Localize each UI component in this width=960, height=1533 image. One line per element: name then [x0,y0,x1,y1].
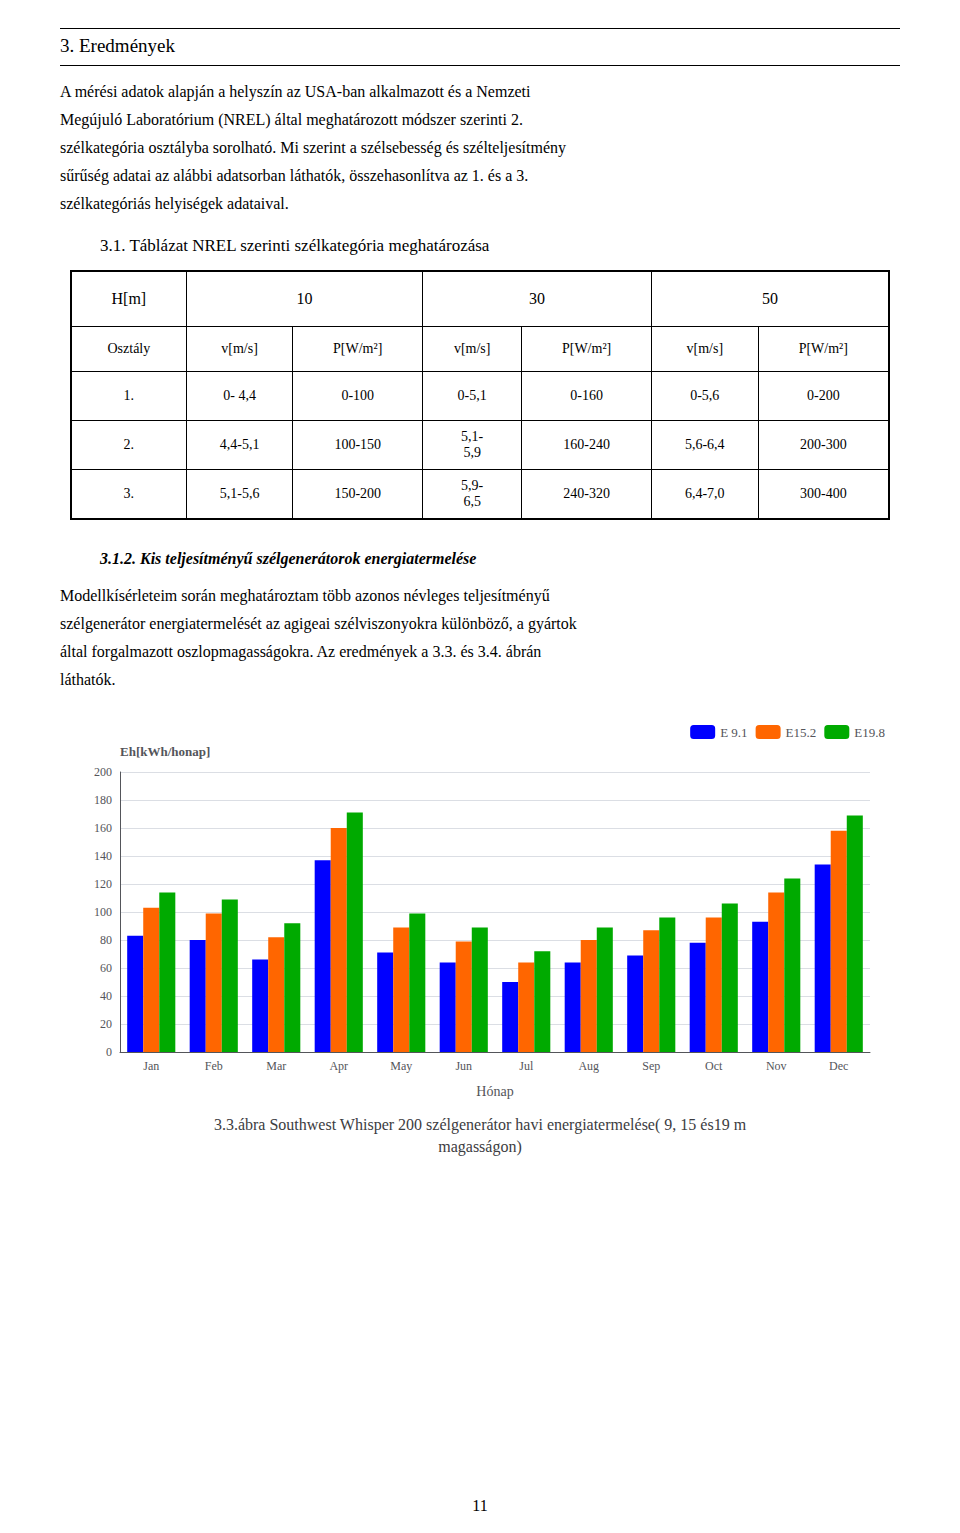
svg-text:Sep: Sep [642,1059,660,1073]
html-text:2.: 2. [123,437,135,452]
svg-text:Jun: Jun [455,1059,472,1073]
svg-text:80: 80 [100,933,112,947]
html-text:0-5,6: 0-5,6 [690,388,720,403]
html-text:H[m]: H[m] [111,290,147,307]
html-text:0-100: 0-100 [341,388,375,403]
html-text:5,6-6,4: 5,6-6,4 [684,437,725,452]
svg-text:140: 140 [94,849,112,863]
html-text:v[m/s]: v[m/s] [453,341,491,356]
html-text:3. Eredmények: 3. Eredmények [60,35,175,56]
svg-text:100: 100 [94,905,112,919]
html-text:50: 50 [762,290,778,307]
svg-text:E15.2: E15.2 [786,725,817,740]
html-text:4,4-5,1: 4,4-5,1 [219,437,260,452]
svg-text:60: 60 [100,961,112,975]
svg-text:Hónap: Hónap [476,1084,513,1099]
svg-text:E19.8: E19.8 [854,725,885,740]
svg-text:120: 120 [94,877,112,891]
html-text:3.1. Táblázat NREL szerinti sz: 3.1. Táblázat NREL szerinti szélkategóri… [100,236,490,255]
svg-text:Dec: Dec [829,1059,848,1073]
svg-text:Feb: Feb [205,1059,223,1073]
html-text:v[m/s]: v[m/s] [686,341,724,356]
html-text:0-160: 0-160 [570,388,603,403]
html-text:0- 4,4: 0- 4,4 [223,388,256,403]
html-text:150-200: 150-200 [334,486,382,501]
html-text:5,9- 6,5: 5,9- 6,5 [461,478,484,509]
html-text:Osztály: Osztály [107,341,151,356]
html-text:6,4-7,0: 6,4-7,0 [684,486,725,501]
html-text:0-5,1: 0-5,1 [457,388,487,403]
svg-text:40: 40 [100,989,112,1003]
html-text:A mérési adatok alapján a hely: A mérési adatok alapján a helyszín az US… [60,83,567,212]
svg-text:180: 180 [94,793,112,807]
svg-text:Jan: Jan [143,1059,159,1073]
html-text:5,1-5,6: 5,1-5,6 [219,486,260,501]
svg-text:Mar: Mar [266,1059,286,1073]
html-text:100-150: 100-150 [334,437,382,452]
html-text:240-320: 240-320 [563,486,610,501]
svg-text:magasságon): magasságon) [438,1138,522,1156]
html-text:Modellkísérleteim során meghat: Modellkísérleteim során meghatároztam tö… [60,587,577,688]
html-text:P[W/m²]: P[W/m²] [333,341,383,356]
html-text:200-300: 200-300 [800,437,847,452]
html-text:300-400: 300-400 [800,486,847,501]
html-text:1.: 1. [123,388,135,403]
html-text:3.1.2. Kis teljesítményű szélg: 3.1.2. Kis teljesítményű szélgenerátorok… [100,550,477,567]
svg-text:Jul: Jul [519,1059,534,1073]
html-text:P[W/m²]: P[W/m²] [562,341,612,356]
svg-text:Oct: Oct [705,1059,723,1073]
svg-text:Aug: Aug [578,1059,599,1073]
svg-text:Eh[kWh/honap]: Eh[kWh/honap] [120,744,210,759]
html-text:5,1- 5,9: 5,1- 5,9 [461,429,484,460]
html-text:30: 30 [529,290,545,307]
svg-text:May: May [390,1059,412,1073]
svg-text:160: 160 [94,821,112,835]
svg-text:3.3.ábra Southwest Whisper 200: 3.3.ábra Southwest Whisper 200 szélgener… [214,1116,747,1134]
html-text:10: 10 [296,290,313,307]
svg-text:200: 200 [94,765,112,779]
html-text:v[m/s]: v[m/s] [221,341,258,356]
html-text:0-200: 0-200 [807,388,840,403]
html-text:11: 11 [472,1497,488,1514]
html-text:P[W/m²]: P[W/m²] [798,341,848,356]
svg-text:Apr: Apr [329,1059,348,1073]
html-text:160-240: 160-240 [563,437,610,452]
svg-text:20: 20 [100,1017,112,1031]
svg-text:0: 0 [106,1045,112,1059]
svg-text:Nov: Nov [766,1059,787,1073]
html-text:3.: 3. [123,486,135,501]
svg-text:E 9.1: E 9.1 [720,725,747,740]
